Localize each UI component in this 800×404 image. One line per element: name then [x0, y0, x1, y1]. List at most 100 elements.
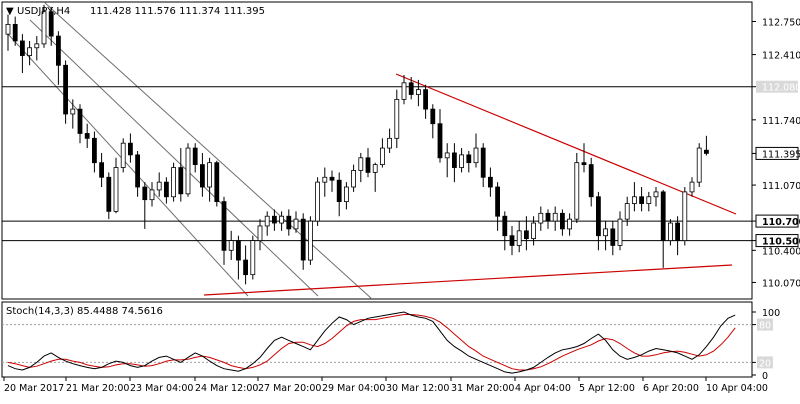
time-axis-label: 20 Mar 2017: [4, 383, 64, 394]
time-axis-label: 21 Mar 20:00: [66, 383, 129, 394]
price-axis-label: 112.410: [762, 51, 800, 62]
candle: [271, 209, 277, 231]
time-axis-label: 4 Apr 04:00: [515, 383, 571, 394]
candle-body: [257, 225, 263, 241]
main-plot-frame: [1, 1, 753, 300]
candle: [653, 187, 659, 207]
candle-body: [127, 142, 133, 156]
candle: [682, 187, 688, 246]
candle-body: [524, 230, 529, 240]
candle-body: [329, 176, 335, 181]
candle-body: [603, 228, 608, 237]
candle-body: [192, 147, 198, 166]
candle: [574, 152, 580, 224]
candle: [639, 187, 644, 212]
candle-body: [704, 149, 709, 154]
candle: [322, 167, 328, 197]
candle: [596, 191, 601, 251]
candle: [135, 150, 141, 197]
time-axis-label: 10 Apr 04:00: [706, 383, 768, 394]
candle: [632, 182, 637, 212]
candle-body: [509, 235, 515, 246]
candle-body: [41, 11, 47, 45]
candle: [423, 84, 429, 119]
candle-body: [365, 157, 371, 173]
candle-body: [415, 89, 421, 95]
candle: [12, 16, 18, 46]
channel-line-upper[interactable]: [43, 1, 373, 300]
candle-body: [343, 186, 349, 203]
candle: [56, 31, 61, 85]
candle: [531, 216, 536, 246]
channel-lines[interactable]: [7, 1, 373, 300]
candle: [704, 135, 709, 156]
candle: [34, 36, 40, 61]
candle-body: [286, 215, 292, 230]
candle: [437, 109, 443, 163]
stoch-axis-label: 100: [762, 308, 780, 319]
candle-body: [142, 186, 148, 201]
channel-line-lower[interactable]: [7, 33, 249, 297]
candle-body: [271, 215, 277, 224]
candle-body: [113, 167, 119, 212]
candle-body: [394, 98, 400, 139]
candle: [430, 104, 436, 139]
candle: [92, 131, 97, 173]
candle: [675, 216, 680, 256]
candle: [624, 196, 630, 226]
candle: [163, 177, 169, 204]
candle: [127, 133, 133, 163]
candle-body: [567, 218, 572, 230]
candle: [401, 75, 407, 105]
trendlines[interactable]: [203, 73, 737, 296]
candle-body: [120, 142, 126, 168]
candle: [394, 89, 400, 149]
candle-body: [668, 222, 673, 241]
candle-body: [531, 222, 536, 240]
candle-body: [156, 181, 162, 191]
candle-body: [459, 154, 465, 168]
candle: [379, 138, 385, 168]
candle-body: [63, 64, 68, 115]
ascending-trendline[interactable]: [203, 264, 733, 296]
candle: [199, 152, 205, 197]
candle: [473, 133, 479, 168]
candle: [668, 219, 673, 246]
candle-body: [502, 215, 508, 237]
candle-body: [12, 23, 18, 42]
symbol-dropdown-icon[interactable]: ▼: [6, 6, 14, 17]
candle: [495, 182, 501, 231]
price-axis-label: 110.070: [762, 278, 800, 289]
candle: [372, 162, 378, 192]
level-price-badge: [755, 234, 799, 248]
candle: [192, 143, 198, 173]
candle-body: [480, 147, 486, 178]
time-axis-label: 23 Mar 04:00: [130, 383, 193, 394]
candle-body: [538, 212, 544, 224]
candle: [41, 4, 47, 48]
descending-trendline[interactable]: [395, 73, 737, 215]
candle: [545, 209, 551, 229]
candle-body: [639, 196, 644, 204]
candle-body: [70, 108, 76, 115]
candle-body: [610, 228, 616, 246]
candle: [588, 157, 594, 207]
time-axis-label: 27 Mar 20:00: [258, 383, 321, 394]
level-price-label: 112.080: [762, 83, 800, 94]
candle: [509, 225, 515, 256]
candle-body: [56, 35, 61, 66]
symbol-timeframe-label: USDJPY,H4: [17, 6, 70, 17]
stoch-level-badge: [757, 356, 773, 369]
candle: [27, 40, 33, 66]
stoch-level-badge: [757, 318, 773, 331]
candle: [286, 209, 292, 236]
candle: [524, 216, 529, 251]
candle: [113, 157, 119, 214]
stoch-plot-frame: [1, 301, 753, 378]
channel-line-middle[interactable]: [29, 19, 319, 297]
stoch-axis: 100 80 20 0: [752, 308, 780, 382]
candle-body: [84, 133, 90, 139]
